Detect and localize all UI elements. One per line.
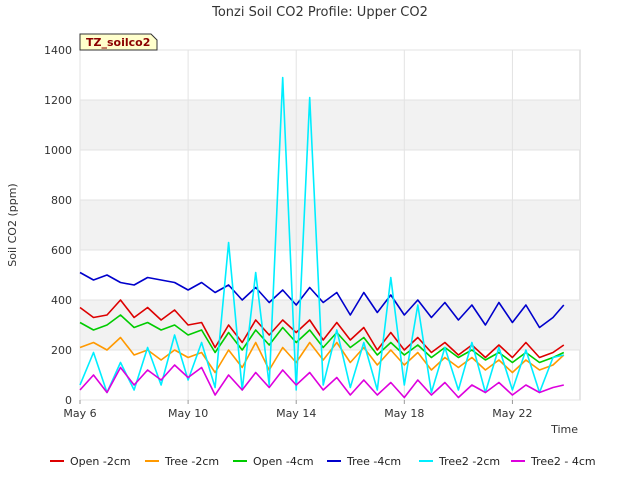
- series-lines: [79, 76, 565, 399]
- y-tick-label: 1400: [44, 44, 72, 57]
- legend: Open -2cm Tree -2cm Open -4cm Tree -4cm Tree…: [50, 455, 596, 468]
- grid-band: [80, 100, 580, 150]
- grid-bands: [80, 100, 580, 350]
- legend-label: Tree -4cm: [346, 455, 401, 468]
- annotation-text: TZ_soilco2: [86, 36, 150, 49]
- series-line: [79, 336, 565, 374]
- y-tick-label: 600: [51, 244, 72, 257]
- legend-label: Tree -2cm: [164, 455, 219, 468]
- legend-label: Tree2 - 4cm: [530, 455, 596, 468]
- plot-area: [79, 49, 581, 401]
- x-tick-label: May 18: [384, 407, 424, 420]
- y-axis-ticks: 0 200 400 600 800 1000 1200 1400: [44, 44, 72, 407]
- grid-band: [80, 200, 580, 250]
- x-tick-label: May 6: [63, 407, 96, 420]
- y-tick-label: 0: [65, 394, 72, 407]
- grid-lines: [79, 49, 580, 401]
- chart-title: Tonzi Soil CO2 Profile: Upper CO2: [211, 5, 428, 20]
- series-line: [79, 314, 565, 364]
- annotation-tag: TZ_soilco2: [79, 33, 158, 51]
- y-tick-label: 1000: [44, 144, 72, 157]
- y-tick-label: 1200: [44, 94, 72, 107]
- x-axis-label: Time: [550, 423, 578, 436]
- series-line: [79, 299, 565, 359]
- series-line: [79, 271, 565, 329]
- x-tick-label: May 22: [492, 407, 532, 420]
- x-axis-ticks: May 6 May 10 May 14 May 18 May 22: [63, 400, 533, 420]
- y-tick-label: 800: [51, 194, 72, 207]
- grid-band: [80, 300, 580, 350]
- y-tick-label: 400: [51, 294, 72, 307]
- x-tick-label: May 14: [276, 407, 316, 420]
- legend-label: Tree2 -2cm: [438, 455, 500, 468]
- legend-label: Open -2cm: [70, 455, 131, 468]
- series-line: [79, 364, 564, 399]
- x-tick-label: May 10: [168, 407, 208, 420]
- y-axis-label: Soil CO2 (ppm): [6, 183, 19, 266]
- annotation-box: [79, 33, 158, 51]
- legend-label: Open -4cm: [253, 455, 314, 468]
- y-tick-label: 200: [51, 344, 72, 357]
